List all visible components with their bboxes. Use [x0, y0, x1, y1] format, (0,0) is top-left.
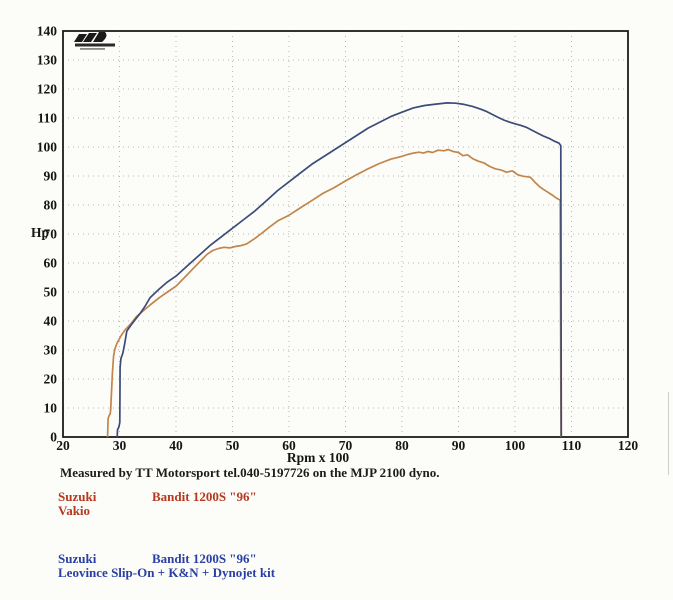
y-tick-label: 50 [44, 285, 58, 300]
y-tick-label: 40 [44, 314, 58, 329]
measured-by-note: Measured by TT Motorsport tel.040-519772… [60, 465, 440, 480]
y-tick-label: 130 [37, 53, 58, 68]
y-tick-label: 140 [37, 24, 58, 39]
curve-modified [116, 102, 563, 438]
plot-frame [62, 30, 629, 438]
mjp-logo [74, 32, 115, 50]
x-tick-label: 120 [618, 438, 639, 453]
x-tick-label: 80 [395, 438, 409, 453]
x-tick-label: 40 [169, 438, 183, 453]
y-axis-label: Hp [31, 225, 49, 240]
legend-stock-config: Vakio [58, 503, 91, 518]
x-tick-label: 60 [282, 438, 296, 453]
x-tick-label: 100 [505, 438, 526, 453]
curve-stock [106, 148, 562, 438]
x-tick-label: 70 [339, 438, 353, 453]
y-tick-label: 0 [50, 430, 57, 445]
legend-stock-make: Suzuki [58, 489, 97, 504]
legend-modified-make: Suzuki [58, 551, 97, 566]
dyno-chart: 0 10 20 30 40 50 60 70 80 90 100 110 120 130 140 20 30 40… [31, 24, 669, 492]
y-tick-label: 80 [44, 198, 58, 213]
legend-stock-model: Bandit 1200S "96" [152, 489, 257, 504]
y-tick-label: 100 [37, 140, 58, 155]
x-tick-label: 30 [113, 438, 127, 453]
legend-stock: Suzuki Bandit 1200S "96" Vakio [0, 489, 673, 518]
y-tick-label: 30 [44, 343, 58, 358]
y-tick-label: 120 [37, 82, 58, 97]
x-axis-label: Rpm x 100 [287, 450, 350, 465]
y-tick-label: 60 [44, 256, 58, 271]
x-tick-label: 50 [226, 438, 240, 453]
y-tick-label: 90 [44, 169, 58, 184]
x-tick-label: 110 [562, 438, 582, 453]
y-tick-label: 110 [37, 111, 57, 126]
y-tick-label: 10 [44, 401, 58, 416]
x-tick-label: 90 [452, 438, 466, 453]
x-tick-label: 20 [56, 438, 70, 453]
y-tick-label: 20 [44, 372, 58, 387]
legend-modified-config: Leovince Slip-On + K&N + Dynojet kit [58, 565, 276, 580]
legend-modified: Suzuki Bandit 1200S "96" Leovince Slip-O… [0, 551, 673, 580]
y-tick-label: 70 [44, 227, 58, 242]
legend-modified-model: Bandit 1200S "96" [152, 551, 257, 566]
